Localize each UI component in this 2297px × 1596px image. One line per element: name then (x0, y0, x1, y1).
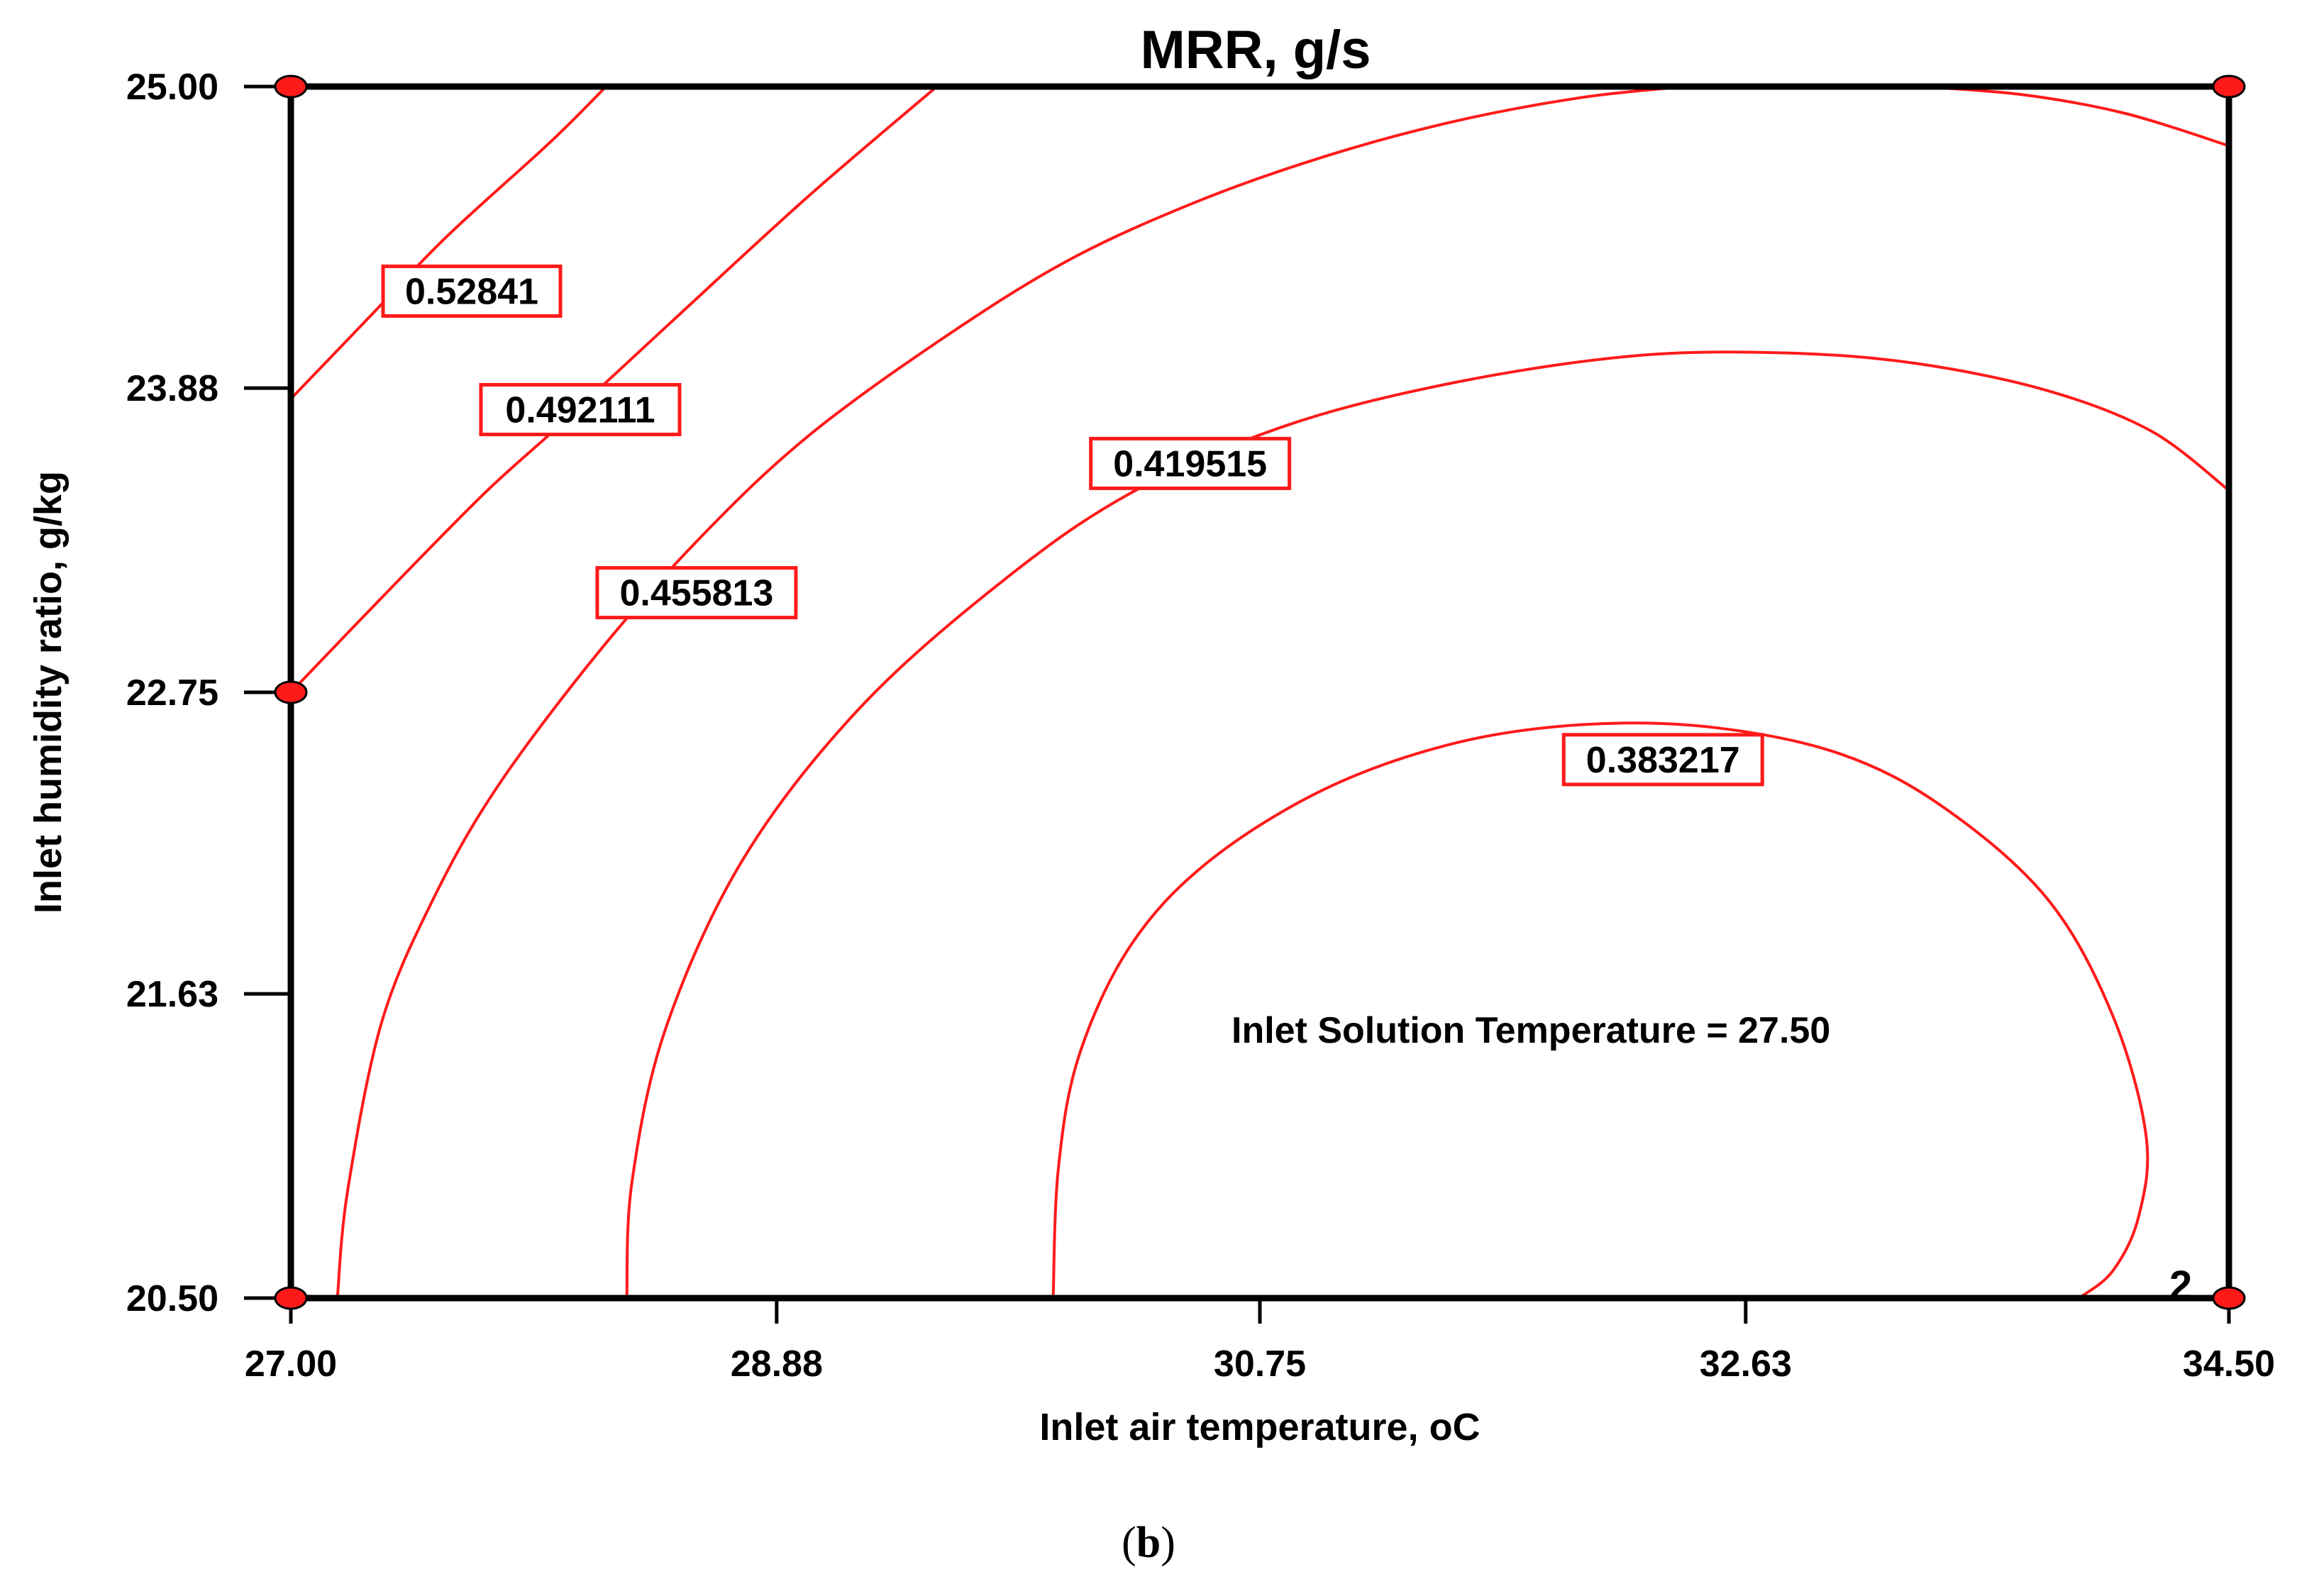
contour-line-0.52841 (289, 85, 607, 400)
caption-open: ( (1122, 1519, 1136, 1567)
contour-line-0.383217 (1051, 721, 2149, 1299)
caption-letter: b (1136, 1519, 1161, 1567)
contour-label-box (479, 382, 682, 436)
design-point (274, 680, 308, 704)
corner-label: 2 (2169, 1263, 2192, 1309)
y-tick-label: 21.63 (126, 974, 218, 1015)
y-axis: 20.50 21.63 22.75 23.88 25.00 (126, 67, 291, 1319)
design-point (2212, 74, 2246, 99)
contour-label-box (381, 264, 563, 318)
chart-title: MRR, g/s (1140, 20, 1371, 80)
x-tick-label: 30.75 (1214, 1343, 1306, 1385)
y-tick-label: 22.75 (126, 672, 218, 714)
contour-labels: 0.52841 0.492111 0.455813 0.419515 0.383217 (381, 264, 1764, 787)
contour-label-0.419515: 0.419515 (1113, 443, 1267, 484)
contour-label-box (1089, 436, 1292, 490)
y-tick-label: 23.88 (126, 368, 218, 409)
contour-lines (289, 85, 2230, 1299)
caption-close: ) (1161, 1519, 1175, 1567)
design-points (274, 74, 2246, 1310)
design-point (274, 74, 308, 99)
x-tick-label: 27.00 (245, 1343, 337, 1385)
y-axis-label: Inlet humidity ratio, g/kg (27, 471, 70, 914)
x-axis-label: Inlet air temperature, oC (1039, 1406, 1480, 1448)
design-point (274, 1286, 308, 1310)
contour-label-box (1561, 733, 1764, 787)
contour-label-0.455813: 0.455813 (619, 573, 773, 614)
contour-label-0.52841: 0.52841 (405, 271, 538, 312)
contour-line-0.419515 (625, 350, 2230, 1299)
contour-label-0.492111: 0.492111 (505, 389, 655, 431)
figure-caption: (b) (0, 1518, 2297, 1568)
y-tick-label: 20.50 (126, 1278, 218, 1319)
contour-line-edge-5 (1918, 85, 2230, 148)
y-tick-label: 25.00 (126, 67, 218, 108)
plot-frame (287, 83, 2232, 1302)
x-tick-label: 32.63 (1700, 1343, 1792, 1385)
solution-temperature-annotation: Inlet Solution Temperature = 27.50 (1231, 1010, 1830, 1051)
contour-label-0.383217: 0.383217 (1586, 740, 1740, 781)
design-point (2212, 1286, 2246, 1310)
x-tick-label: 34.50 (2183, 1343, 2275, 1385)
x-tick-label: 28.88 (731, 1343, 823, 1385)
x-axis: 27.00 28.88 30.75 32.63 34.50 (245, 1298, 2275, 1385)
contour-label-box (595, 566, 798, 620)
contour-line-0.455813 (336, 85, 1687, 1299)
